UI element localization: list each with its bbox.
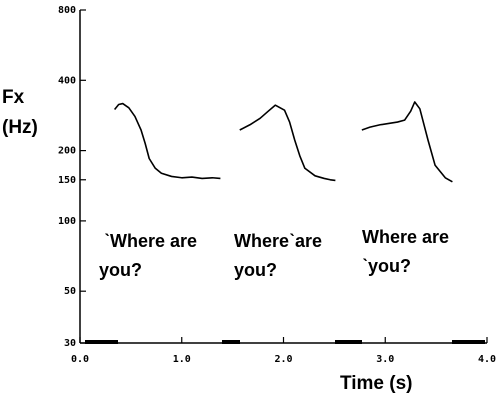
x-tick-label: 2.0	[274, 354, 292, 365]
pitch-contour	[113, 102, 221, 180]
pitch-contour	[239, 104, 336, 182]
pitch-contour	[361, 101, 453, 183]
y-axis-label: Fx	[2, 87, 25, 108]
y-tick-label: 400	[58, 75, 76, 86]
y-tick-label: 100	[58, 216, 76, 227]
y-tick-label: 800	[58, 5, 76, 16]
y-tick-label: 150	[58, 175, 76, 186]
y-tick-label: 50	[64, 286, 76, 297]
x-tick-label: 4.0	[478, 354, 496, 365]
x-axis-label: Time (s)	[340, 373, 413, 394]
annotation: you?	[99, 260, 142, 280]
x-tick-label: 1.0	[173, 354, 191, 365]
annotation: ˋWhere are	[104, 231, 197, 251]
annotation: you?	[234, 260, 277, 280]
y-axis-label: (Hz)	[2, 117, 38, 138]
x-tick-label: 0.0	[71, 354, 89, 365]
annotation: Where are	[362, 227, 449, 247]
annotation: Whereˋare	[234, 231, 322, 251]
y-tick-label: 30	[64, 338, 76, 349]
x-tick-label: 3.0	[376, 354, 394, 365]
annotation: ˋyou?	[362, 256, 411, 276]
y-tick-label: 200	[58, 146, 76, 157]
